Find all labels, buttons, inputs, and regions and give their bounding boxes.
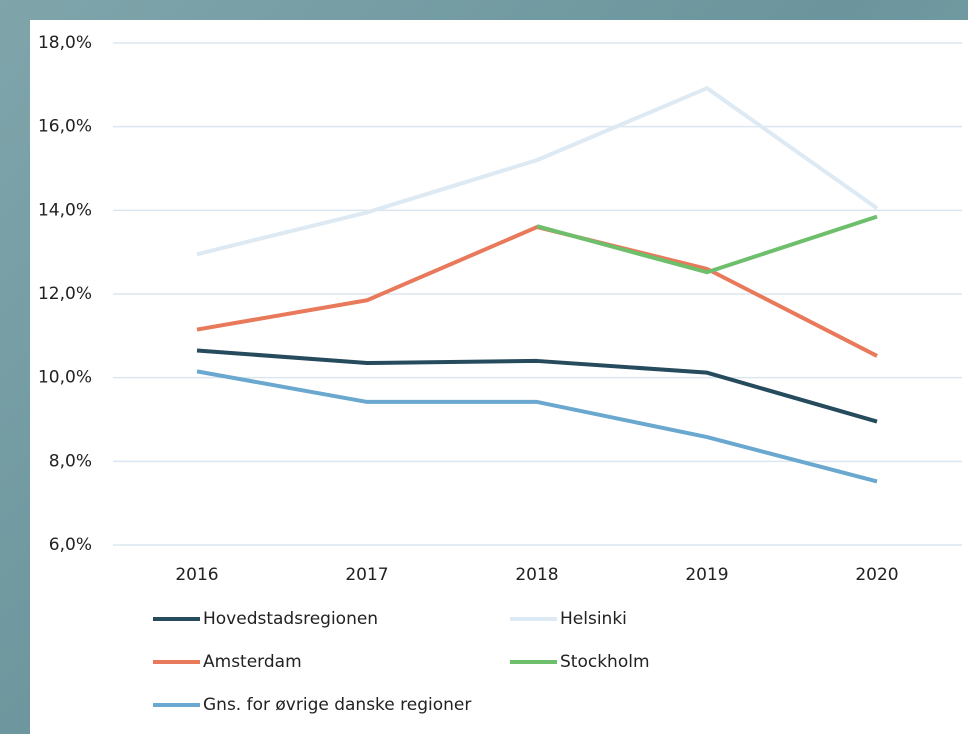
series-line (196, 369, 878, 484)
y-tick-label: 12,0% (38, 284, 92, 304)
series-line (536, 214, 878, 275)
y-tick-label: 10,0% (38, 368, 92, 388)
y-tick-label: 6,0% (49, 535, 92, 555)
y-tick-label: 18,0% (38, 33, 92, 53)
x-tick-label: 2020 (855, 565, 898, 585)
y-tick-label: 8,0% (49, 451, 92, 471)
y-tick-label: 16,0% (38, 117, 92, 137)
legend-label: Stockholm (560, 652, 650, 672)
x-tick-label: 2018 (515, 565, 558, 585)
legend-label: Hovedstadsregionen (203, 609, 378, 629)
x-tick-label: 2016 (175, 565, 218, 585)
x-tick-label: 2017 (345, 565, 388, 585)
series-line (196, 86, 879, 257)
y-tick-label: 14,0% (38, 200, 92, 220)
series-line (196, 348, 878, 424)
x-tick-label: 2019 (685, 565, 728, 585)
legend-label: Gns. for øvrige danske regioner (203, 695, 471, 715)
legend-label: Helsinki (560, 609, 627, 629)
legend-label: Amsterdam (203, 652, 302, 672)
